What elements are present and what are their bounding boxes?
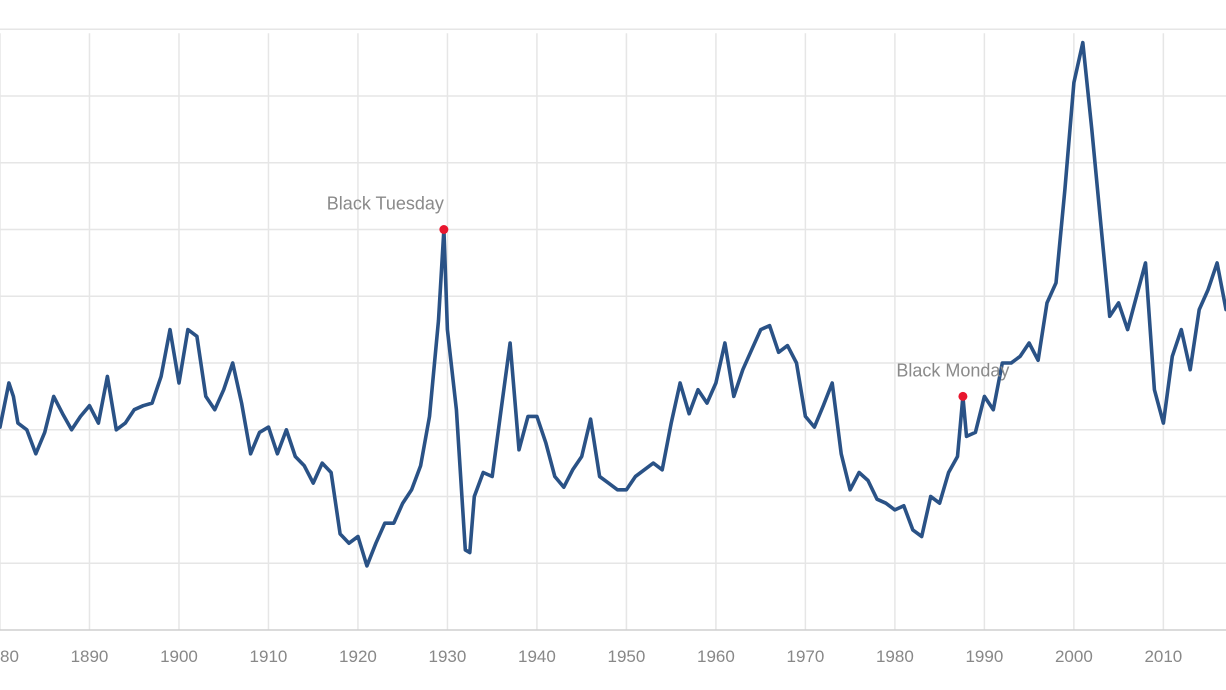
x-tick-label: 1900 — [160, 647, 198, 666]
x-axis-tick-labels: 1880 1890 1900 1910 1920 1930 1940 1950 1960 1970… — [0, 647, 1182, 666]
x-tick-label: 1940 — [518, 647, 556, 666]
gridlines — [0, 28, 1226, 630]
x-tick-label: 1980 — [876, 647, 914, 666]
x-tick-label: 2010 — [1144, 647, 1182, 666]
annotation-marker — [439, 225, 449, 234]
x-tick-label: 1970 — [786, 647, 824, 666]
annotation-label: Black Tuesday — [327, 194, 444, 214]
x-tick-label: 2000 — [1055, 647, 1093, 666]
series-line — [0, 40, 1226, 568]
annotation-marker — [958, 391, 968, 401]
x-tick-label: 1890 — [71, 647, 109, 666]
x-tick-label: 1950 — [608, 647, 646, 666]
x-tick-label: 1990 — [965, 647, 1003, 666]
x-tick-label: 1880 — [0, 647, 19, 666]
x-tick-label: 1910 — [250, 647, 288, 666]
x-tick-label: 1960 — [697, 647, 735, 666]
annotations: Black Tuesday Black Monday — [327, 194, 1009, 401]
x-tick-label: 1930 — [429, 647, 467, 666]
x-tick-label: 1920 — [339, 647, 377, 666]
annotation-label: Black Monday — [896, 360, 1009, 380]
